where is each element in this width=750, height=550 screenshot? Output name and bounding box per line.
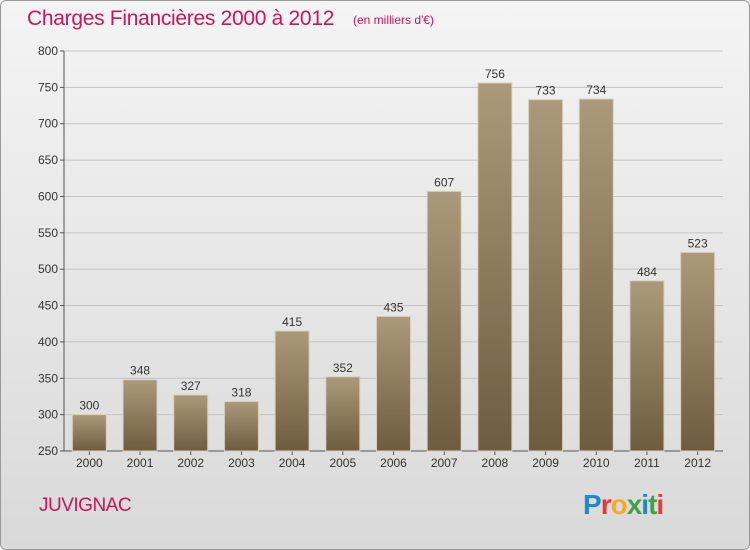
value-labels: 300 348 327 318 415 352 435 607 756 733 734 484 523 xyxy=(79,67,708,413)
x-tick-label: 2009 xyxy=(532,456,559,470)
x-tick-label: 2004 xyxy=(279,456,306,470)
x-tick-label: 2002 xyxy=(177,456,204,470)
bar-value-label: 415 xyxy=(282,315,302,329)
bar xyxy=(528,99,564,452)
y-tick-label: 300 xyxy=(38,408,58,422)
y-tick-label: 450 xyxy=(38,299,58,313)
logo-letter: t xyxy=(648,489,657,520)
bar xyxy=(629,280,665,452)
bar-value-label: 352 xyxy=(333,361,353,375)
x-tick-label: 2012 xyxy=(684,456,711,470)
bar-value-label: 756 xyxy=(485,67,505,81)
y-tick-label: 650 xyxy=(38,153,58,167)
y-tick-label: 700 xyxy=(38,117,58,131)
logo-letter: o xyxy=(610,489,628,520)
bar xyxy=(578,98,614,452)
x-tick-label: 2010 xyxy=(583,456,610,470)
bar xyxy=(426,190,462,452)
bar-value-label: 348 xyxy=(130,364,150,378)
y-tick-label: 500 xyxy=(38,262,58,276)
x-tick-label: 2006 xyxy=(380,456,407,470)
bar-value-label: 733 xyxy=(536,84,556,98)
logo-letter: P xyxy=(583,489,602,520)
x-tick-label: 2011 xyxy=(634,456,660,470)
x-tick-label: 2001 xyxy=(127,456,154,470)
logo-letter: i xyxy=(656,489,664,520)
bar xyxy=(71,414,107,452)
logo-letter: r xyxy=(600,489,612,520)
y-tick-label: 750 xyxy=(38,80,58,94)
bar-value-label: 734 xyxy=(586,83,606,97)
x-tick-label: 2008 xyxy=(482,456,509,470)
x-tick-label: 2005 xyxy=(329,456,356,470)
x-tick-label: 2000 xyxy=(76,456,103,470)
bar xyxy=(173,394,209,452)
y-tick-label: 800 xyxy=(38,44,58,58)
x-tick-label: 2003 xyxy=(228,456,255,470)
logo-letter: x xyxy=(626,489,643,520)
bar-value-label: 523 xyxy=(688,236,708,250)
city-name: JUVIGNAC xyxy=(39,495,132,516)
bar xyxy=(223,401,259,452)
bar xyxy=(122,379,158,452)
bar xyxy=(325,376,361,452)
chart-subtitle: (en milliers d'€) xyxy=(353,13,434,27)
bar-value-label: 327 xyxy=(181,379,201,393)
logo-letter: i xyxy=(641,489,649,520)
x-tick-label: 2007 xyxy=(431,456,458,470)
chart-title: Charges Financières 2000 à 2012 xyxy=(27,7,335,30)
proxiti-logo: Proxiti xyxy=(583,489,664,521)
y-tick-label: 600 xyxy=(38,189,58,203)
bar xyxy=(477,82,513,452)
bar-value-label: 318 xyxy=(231,386,251,400)
bar-value-label: 484 xyxy=(637,265,657,279)
bar xyxy=(680,251,716,452)
y-tick-label: 250 xyxy=(38,444,58,458)
bars xyxy=(71,82,716,452)
y-tick-label: 350 xyxy=(38,371,58,385)
bar xyxy=(274,330,310,452)
bar-value-label: 435 xyxy=(383,300,403,314)
axes: 250 300 350 400 450 500 550 600 650 700 750 800 2000… xyxy=(38,44,723,470)
y-tick-label: 400 xyxy=(38,335,58,349)
y-tick-label: 550 xyxy=(38,226,58,240)
bar-value-label: 607 xyxy=(434,175,454,189)
bar-value-label: 300 xyxy=(79,399,99,413)
bar xyxy=(376,315,411,452)
